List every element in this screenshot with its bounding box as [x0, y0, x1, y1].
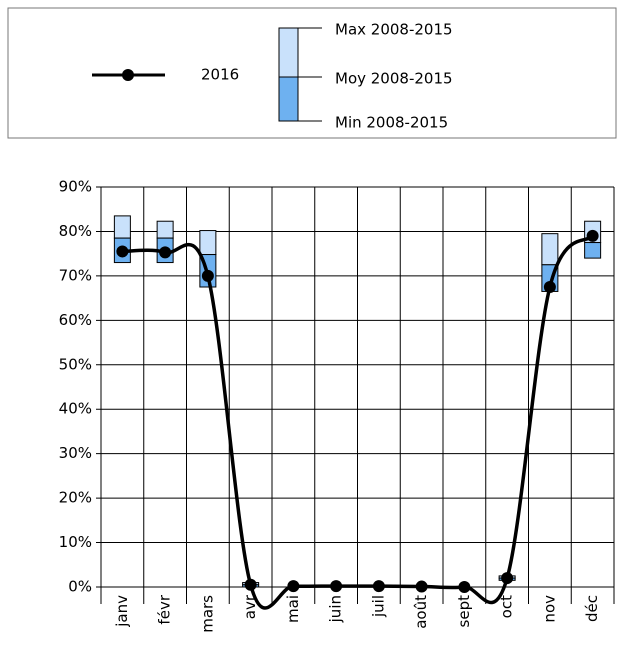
legend-label: Max 2008-2015: [335, 21, 453, 39]
y-tick-label: 30%: [59, 444, 92, 462]
point: [159, 246, 172, 259]
x-tick-label: janv: [113, 595, 131, 628]
x-tick-label: août: [412, 595, 430, 629]
point: [458, 581, 471, 593]
point: [287, 580, 300, 593]
y-tick-label: 70%: [59, 266, 92, 284]
y-tick-label: 50%: [59, 355, 92, 373]
x-tick-label: juil: [369, 595, 387, 618]
box-lower: [584, 242, 602, 259]
x-tick-label: juin: [327, 595, 345, 623]
y-tick-label: 0%: [68, 578, 92, 596]
point: [372, 580, 385, 593]
legend-swatch-min: [278, 76, 299, 122]
y-tick-label: 40%: [59, 400, 92, 418]
x-tick-label: févr: [156, 594, 174, 624]
box-upper: [113, 215, 131, 239]
x-tick-label: oct: [498, 595, 516, 618]
legend-marker: [122, 69, 134, 81]
box-upper: [156, 220, 174, 239]
y-tick-label: 90%: [59, 178, 92, 196]
box-upper: [541, 233, 559, 266]
point: [586, 229, 599, 242]
y-tick-label: 80%: [59, 222, 92, 240]
point: [415, 580, 428, 593]
y-tick-label: 60%: [59, 311, 92, 329]
point: [244, 578, 257, 591]
x-tick-label: déc: [583, 595, 601, 622]
point: [201, 269, 214, 282]
box-upper: [199, 230, 217, 256]
y-tick-label: 20%: [59, 489, 92, 507]
point: [116, 245, 129, 258]
legend-label: Moy 2008-2015: [335, 70, 453, 88]
point: [543, 281, 556, 293]
legend-label: 2016: [201, 66, 239, 84]
point: [330, 580, 343, 593]
legend-swatch-max: [278, 27, 299, 78]
x-tick-label: sept: [455, 595, 473, 628]
legend-label: Min 2008-2015: [335, 114, 448, 132]
legend-box: [7, 7, 617, 139]
x-tick-label: mai: [284, 595, 302, 623]
y-tick-label: 10%: [59, 533, 92, 551]
x-tick-label: nov: [540, 595, 558, 623]
point: [501, 572, 514, 585]
x-tick-label: mars: [198, 595, 216, 633]
